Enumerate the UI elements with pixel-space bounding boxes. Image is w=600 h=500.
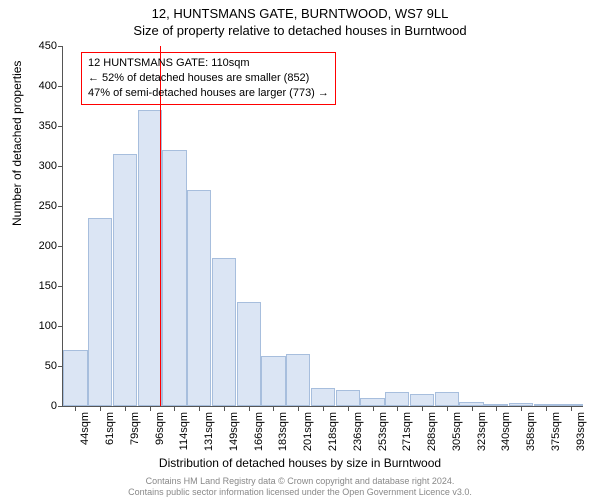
xtick-label: 393sqm <box>575 412 587 451</box>
xtick-label: 131sqm <box>203 412 215 451</box>
ytick-label: 50 <box>45 360 57 372</box>
xtick-label: 271sqm <box>401 412 413 451</box>
footer-line1: Contains HM Land Registry data © Crown c… <box>0 476 600 487</box>
ytick-label: 0 <box>51 400 57 412</box>
ytick-mark <box>58 46 63 47</box>
bar <box>162 150 186 406</box>
annotation-line: 47% of semi-detached houses are larger (… <box>88 86 329 101</box>
xtick-mark <box>348 406 349 411</box>
annotation-line: ← 52% of detached houses are smaller (85… <box>88 71 329 86</box>
ytick-mark <box>58 206 63 207</box>
title-line2: Size of property relative to detached ho… <box>0 21 600 38</box>
bar <box>435 392 459 406</box>
ytick-label: 400 <box>39 80 57 92</box>
xtick-mark <box>447 406 448 411</box>
xtick-mark <box>224 406 225 411</box>
ytick-mark <box>58 126 63 127</box>
xtick-label: 358sqm <box>525 412 537 451</box>
xtick-label: 253sqm <box>377 412 389 451</box>
ytick-mark <box>58 86 63 87</box>
xtick-mark <box>75 406 76 411</box>
xtick-mark <box>174 406 175 411</box>
bar <box>237 302 261 406</box>
xtick-mark <box>496 406 497 411</box>
plot-region: 05010015020025030035040045044sqm61sqm79s… <box>62 46 583 407</box>
bar <box>385 392 409 406</box>
ytick-mark <box>58 286 63 287</box>
ytick-label: 150 <box>39 280 57 292</box>
xtick-mark <box>150 406 151 411</box>
xtick-mark <box>422 406 423 411</box>
xtick-mark <box>472 406 473 411</box>
bar <box>88 218 112 406</box>
xtick-label: 218sqm <box>327 412 339 451</box>
xtick-mark <box>323 406 324 411</box>
bar <box>63 350 87 406</box>
xtick-mark <box>521 406 522 411</box>
xtick-mark <box>125 406 126 411</box>
title-line1: 12, HUNTSMANS GATE, BURNTWOOD, WS7 9LL <box>0 0 600 21</box>
xtick-mark <box>397 406 398 411</box>
ytick-label: 450 <box>39 40 57 52</box>
ytick-mark <box>58 406 63 407</box>
ytick-mark <box>58 326 63 327</box>
ytick-label: 200 <box>39 240 57 252</box>
xtick-label: 323sqm <box>476 412 488 451</box>
footer-line2: Contains public sector information licen… <box>0 487 600 498</box>
annotation-box: 12 HUNTSMANS GATE: 110sqm← 52% of detach… <box>81 52 336 105</box>
bar <box>410 394 434 406</box>
xtick-mark <box>298 406 299 411</box>
xtick-label: 288sqm <box>426 412 438 451</box>
x-axis-label: Distribution of detached houses by size … <box>0 456 600 470</box>
xtick-label: 236sqm <box>352 412 364 451</box>
ytick-label: 100 <box>39 320 57 332</box>
xtick-mark <box>373 406 374 411</box>
xtick-label: 61sqm <box>104 412 116 445</box>
ytick-label: 250 <box>39 200 57 212</box>
bar <box>187 190 211 406</box>
bar <box>138 110 162 406</box>
ytick-mark <box>58 166 63 167</box>
y-axis-label: Number of detached properties <box>10 61 24 226</box>
ytick-mark <box>58 246 63 247</box>
xtick-mark <box>546 406 547 411</box>
xtick-label: 96sqm <box>154 412 166 445</box>
xtick-label: 44sqm <box>79 412 91 445</box>
xtick-label: 183sqm <box>277 412 289 451</box>
ytick-label: 300 <box>39 160 57 172</box>
xtick-label: 114sqm <box>178 412 190 450</box>
xtick-label: 375sqm <box>550 412 562 451</box>
bar <box>311 388 335 406</box>
footer-attribution: Contains HM Land Registry data © Crown c… <box>0 476 600 499</box>
xtick-label: 166sqm <box>253 412 265 451</box>
bar <box>336 390 360 406</box>
annotation-line: 12 HUNTSMANS GATE: 110sqm <box>88 56 329 71</box>
ytick-label: 350 <box>39 120 57 132</box>
bar <box>113 154 137 406</box>
xtick-mark <box>199 406 200 411</box>
xtick-mark <box>100 406 101 411</box>
chart-area: 05010015020025030035040045044sqm61sqm79s… <box>62 46 582 406</box>
xtick-mark <box>273 406 274 411</box>
xtick-label: 201sqm <box>302 412 314 451</box>
xtick-label: 149sqm <box>228 412 240 451</box>
bar <box>261 356 285 406</box>
bar <box>360 398 384 406</box>
xtick-mark <box>571 406 572 411</box>
xtick-label: 79sqm <box>129 412 141 445</box>
xtick-label: 340sqm <box>500 412 512 451</box>
xtick-label: 305sqm <box>451 412 463 451</box>
bar <box>212 258 236 406</box>
xtick-mark <box>249 406 250 411</box>
bar <box>286 354 310 406</box>
